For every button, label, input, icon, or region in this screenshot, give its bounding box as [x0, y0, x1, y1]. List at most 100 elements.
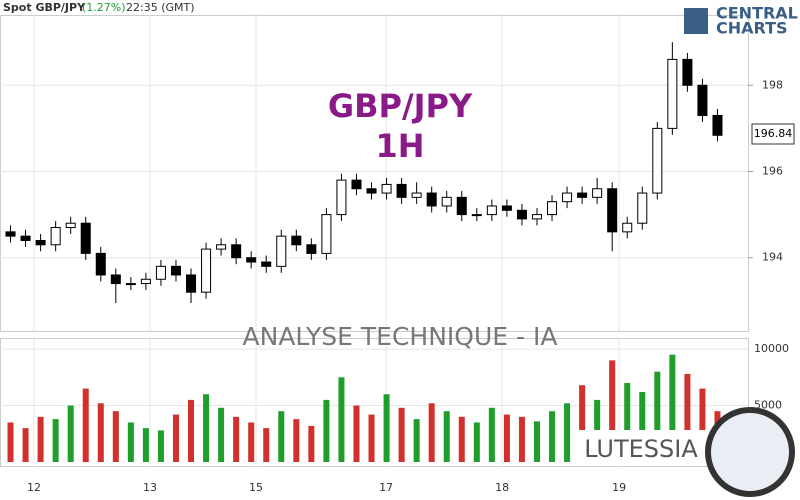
candle-body — [321, 214, 332, 254]
candle-body — [336, 179, 347, 216]
volume-bar — [564, 403, 571, 462]
candle-body — [486, 205, 497, 216]
price-panel — [0, 15, 749, 332]
candle-body — [261, 261, 272, 267]
candle-body — [547, 201, 558, 216]
logo-line2: CHARTS — [716, 19, 788, 38]
volume-bar — [203, 394, 210, 462]
volume-bar — [112, 411, 119, 462]
y-tick-label: 196 — [762, 164, 783, 177]
candle-body — [216, 244, 227, 250]
candle-body — [306, 244, 317, 254]
volume-bar — [669, 354, 676, 462]
candle-body — [637, 192, 648, 224]
volume-bar — [428, 403, 435, 462]
candle-body — [667, 58, 678, 129]
last-price-box — [751, 123, 795, 145]
x-tick-label: 12 — [27, 481, 41, 494]
candle-body — [426, 192, 437, 207]
candle-body — [682, 58, 693, 86]
candle-body — [471, 214, 482, 217]
volume-bar — [473, 422, 480, 462]
volume-bar — [52, 419, 59, 462]
candle-body — [155, 265, 166, 280]
header-change: (1.27%) — [82, 1, 126, 14]
candle-body — [411, 192, 422, 198]
volume-bar — [127, 422, 134, 462]
last-price: 196.84 — [754, 127, 793, 140]
marks — [5, 42, 723, 462]
volume-bar — [263, 428, 270, 462]
volume-bar — [97, 403, 104, 462]
candle-body — [20, 235, 31, 241]
candle-body — [110, 274, 121, 285]
volume-bar — [413, 419, 420, 462]
candle-body — [80, 222, 91, 254]
candle-body — [35, 239, 46, 246]
brand-box — [578, 430, 708, 466]
candle-body — [501, 205, 512, 211]
candle-body — [562, 192, 573, 203]
volume-bar — [233, 416, 240, 462]
volume-bar — [624, 382, 631, 462]
volume-bar — [7, 422, 14, 462]
header-symbol: Spot GBP/JPY — [3, 1, 86, 14]
candle-body — [231, 244, 242, 259]
candle-body — [577, 192, 588, 198]
x-tick-label: 17 — [379, 481, 393, 494]
volume-bar — [157, 430, 164, 462]
volume-bar — [248, 422, 255, 462]
volume-bar — [82, 388, 89, 462]
logo-icon — [684, 8, 708, 34]
volume-bar — [368, 414, 375, 462]
candle-body — [607, 188, 618, 233]
candle-body — [95, 252, 106, 276]
candle-body — [516, 209, 527, 220]
candle-body — [652, 127, 663, 194]
volume-bar — [37, 416, 44, 462]
y-tick-label: 10000 — [754, 342, 789, 355]
volume-bar — [443, 411, 450, 462]
candle-body — [622, 222, 633, 233]
candle-body — [697, 84, 708, 116]
volume-bar — [609, 360, 616, 462]
volume-bar — [398, 407, 405, 462]
x-tick-label: 18 — [495, 481, 509, 494]
volume-bar — [684, 373, 691, 462]
volume-panel — [0, 338, 749, 467]
candle-body — [5, 231, 16, 237]
brand-avatar — [705, 407, 795, 497]
volume-bar — [579, 385, 586, 462]
header-time: 22:35 (GMT) — [126, 1, 195, 14]
logo-line1: CENTRAL — [716, 4, 798, 23]
candle-body — [396, 183, 407, 198]
volume-bar — [22, 428, 29, 462]
candle-body — [456, 196, 467, 216]
volume-bar — [458, 416, 465, 462]
candle-body — [381, 183, 392, 194]
volume-bar — [67, 405, 74, 462]
volume-bar — [383, 394, 390, 462]
candle-body — [170, 265, 181, 276]
y-tick-label: 198 — [762, 78, 783, 91]
overlay-timeframe: 1H — [375, 127, 424, 165]
x-tick-label: 19 — [612, 481, 626, 494]
candle-body — [276, 235, 287, 267]
candle-body — [351, 179, 362, 190]
candle-body — [592, 188, 603, 198]
candle-body — [441, 196, 452, 207]
volume-bar — [308, 425, 315, 462]
y-tick-label: 5000 — [754, 399, 782, 412]
y-tick-label: 194 — [762, 251, 783, 264]
candle-body — [712, 114, 723, 136]
volume-bar — [533, 421, 540, 462]
candle-body — [125, 283, 136, 286]
volume-bar — [278, 411, 285, 462]
candle-body — [140, 278, 151, 285]
overlay-title: GBP/JPY — [328, 87, 473, 125]
volume-bar — [293, 419, 300, 462]
volume-bar — [654, 371, 661, 462]
overlay-banner: ANALYSE TECHNIQUE - IA — [243, 322, 558, 351]
volume-bar — [699, 388, 706, 462]
